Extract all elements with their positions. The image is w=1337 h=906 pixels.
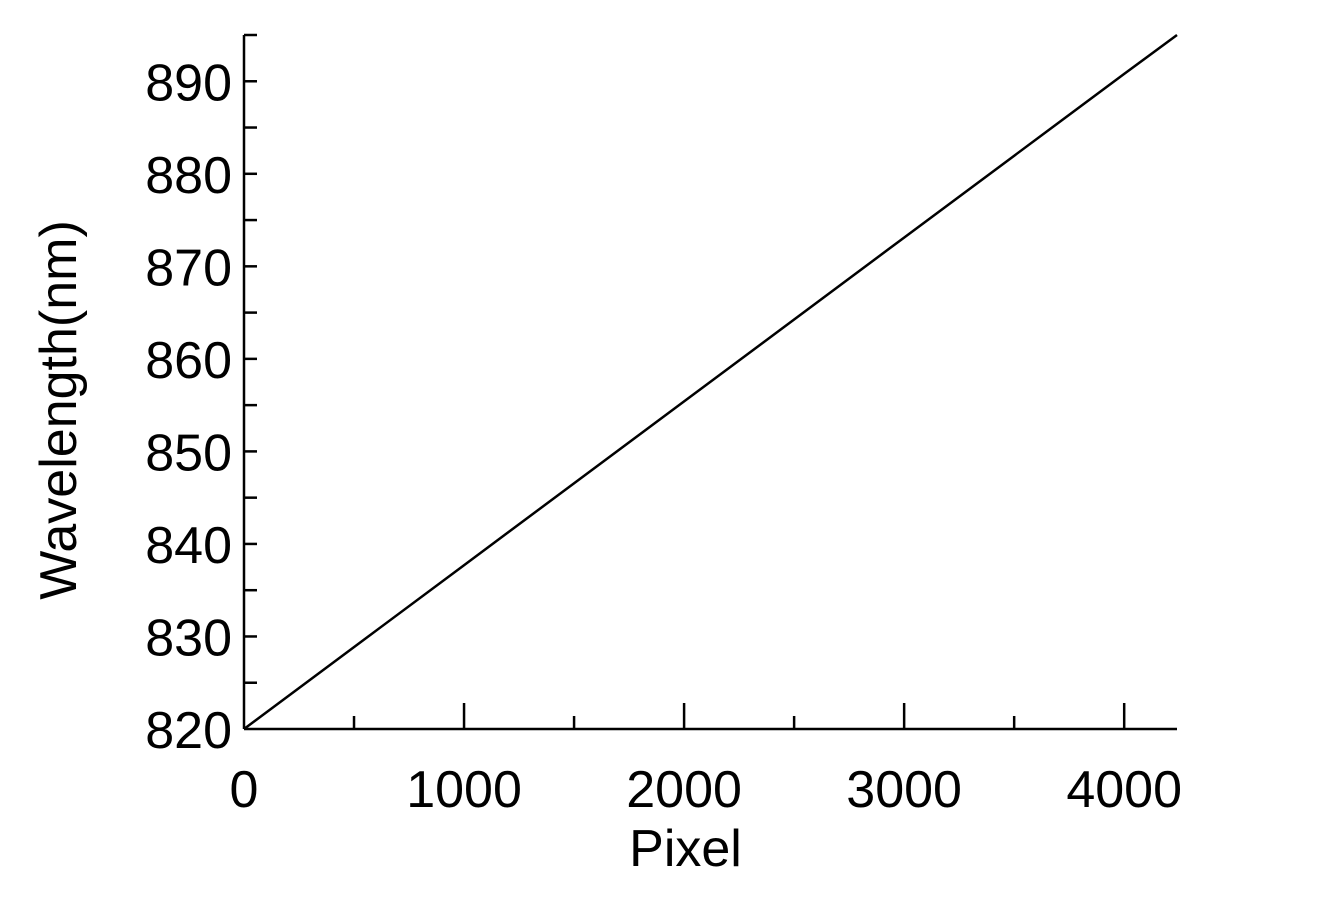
x-axis-title: Pixel — [629, 820, 742, 878]
y-tick-label: 840 — [145, 517, 232, 575]
y-tick-label: 880 — [145, 147, 232, 205]
x-tick-label: 1000 — [406, 761, 522, 819]
series-layer — [243, 33, 1178, 731]
y-axis-title: Wavelength(nm) — [30, 220, 88, 600]
y-tick-label: 890 — [145, 54, 232, 112]
series-line — [243, 33, 1178, 731]
y-tick-label: 860 — [145, 332, 232, 390]
axes — [242, 35, 1177, 731]
tick-labels: 0 1000 2000 3000 4000 820 830 840 850 860 870 880 89… — [145, 54, 1182, 819]
x-tick-label: 3000 — [846, 761, 962, 819]
y-tick-label: 820 — [145, 702, 232, 760]
ticks — [244, 33, 1126, 729]
x-tick-label: 0 — [230, 761, 259, 819]
y-tick-label: 870 — [145, 239, 232, 297]
y-tick-label: 830 — [145, 609, 232, 667]
x-tick-label: 4000 — [1066, 761, 1182, 819]
y-tick-label: 850 — [145, 424, 232, 482]
x-tick-label: 2000 — [626, 761, 742, 819]
